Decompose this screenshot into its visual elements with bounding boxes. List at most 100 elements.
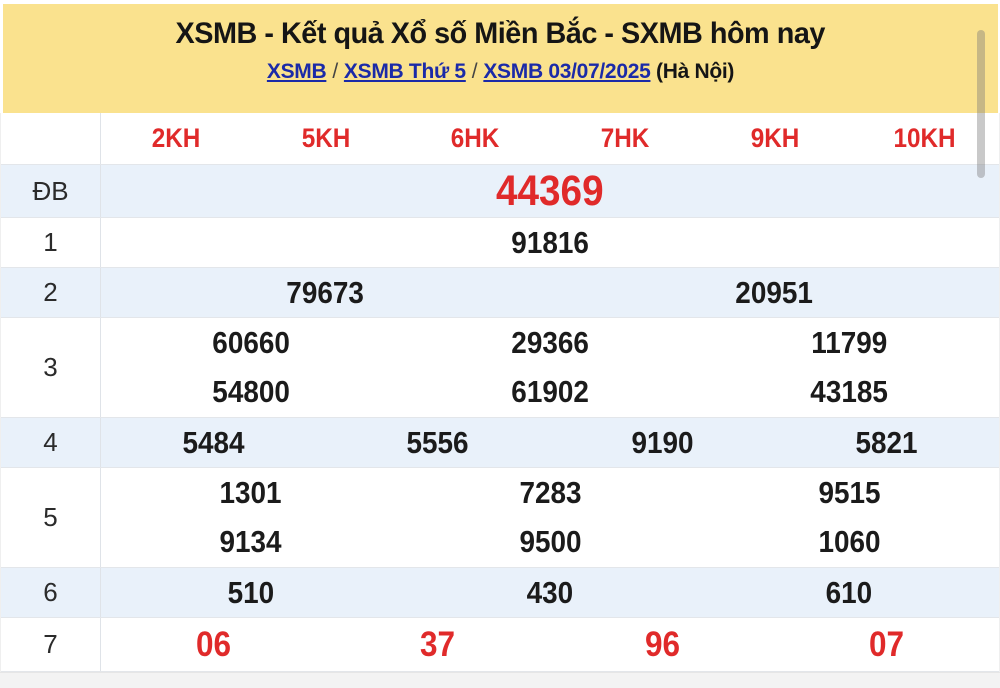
prize-row-6: 6 510 430 610 <box>1 568 999 618</box>
prize-value: 44369 <box>101 165 999 217</box>
column-header-6hk: 6HK <box>400 113 550 164</box>
prize-values: 06 37 96 07 <box>101 618 999 671</box>
prize-value: 9500 <box>400 518 699 568</box>
row-label-5: 5 <box>1 468 101 567</box>
prize-value: 430 <box>400 568 699 617</box>
prize-value: 5821 <box>775 418 1000 467</box>
column-header-10kh: 10KH <box>849 113 999 164</box>
row-label-6: 6 <box>1 568 101 617</box>
prize-value-text: 37 <box>420 624 456 664</box>
breadcrumb-link-xsmb-thu5[interactable]: XSMB Thứ 5 <box>343 60 466 83</box>
prize-line: 510 430 610 <box>101 568 999 617</box>
prize-value: 43185 <box>700 368 999 418</box>
prize-value-text: 20951 <box>735 274 814 310</box>
table-header-row: 2KH 5KH 6HK 7HK 9KH 10KH <box>1 113 999 165</box>
breadcrumb-separator: / <box>332 60 338 83</box>
prize-row-5: 5 1301 7283 9515 9134 9500 1060 <box>1 468 999 568</box>
column-header-7hk: 7HK <box>550 113 700 164</box>
row-label-text: 6 <box>43 577 58 607</box>
prize-row-4: 4 5484 5556 9190 5821 <box>1 418 999 468</box>
prize-value: 11799 <box>700 318 999 368</box>
prize-value-text: 1301 <box>219 474 282 510</box>
column-header-7hk-text: 7HK <box>600 123 650 153</box>
prize-value-text: 44369 <box>496 166 604 215</box>
page-bottom-strip <box>0 672 1000 688</box>
table-header-corner-cell <box>1 113 101 164</box>
prize-values: 60660 29366 11799 54800 61902 43185 <box>101 318 999 417</box>
prize-line: 44369 <box>101 165 999 217</box>
prize-value-text: 91816 <box>511 224 589 260</box>
prize-values: 44369 <box>101 165 999 217</box>
prize-line: 79673 20951 <box>101 268 999 317</box>
prize-line: 91816 <box>101 218 999 267</box>
prize-value: 07 <box>775 618 1000 671</box>
prize-values: 91816 <box>101 218 999 267</box>
prize-value: 06 <box>101 618 326 671</box>
prize-value-text: 5821 <box>855 424 918 460</box>
page-header-banner: XSMB - Kết quả Xổ số Miền Bắc - SXMB hôm… <box>3 4 998 113</box>
prize-value-text: 9190 <box>631 424 694 460</box>
prize-value: 9190 <box>550 418 775 467</box>
page-title-text: XSMB - Kết quả Xổ số Miền Bắc - SXMB hôm… <box>175 17 826 50</box>
prize-line: 54800 61902 43185 <box>101 368 999 418</box>
row-label-text: 4 <box>43 427 58 457</box>
prize-value: 1060 <box>700 518 999 568</box>
prize-value-text: 9134 <box>219 524 282 560</box>
prize-value-text: 29366 <box>511 324 589 360</box>
vertical-scrollbar-thumb[interactable] <box>977 30 985 178</box>
prize-value-text: 510 <box>227 574 274 610</box>
breadcrumb: XSMB / XSMB Thứ 5/XSMB 03/07/2025 (Hà Nội) <box>3 60 998 84</box>
prize-value-text: 9515 <box>818 474 881 510</box>
prize-value: 7283 <box>400 468 699 518</box>
prize-values: 510 430 610 <box>101 568 999 617</box>
prize-values: 5484 5556 9190 5821 <box>101 418 999 467</box>
prize-value-text: 06 <box>195 624 231 664</box>
prize-value-text: 79673 <box>286 274 365 310</box>
breadcrumb-separator: / <box>471 60 478 83</box>
prize-value: 61902 <box>400 368 699 418</box>
prize-value: 60660 <box>101 318 400 368</box>
prize-value-text: 430 <box>526 574 574 610</box>
prize-row-3: 3 60660 29366 11799 54800 61902 43185 <box>1 318 999 418</box>
prize-value: 610 <box>700 568 999 617</box>
prize-value-text: 60660 <box>211 324 290 360</box>
prize-value: 96 <box>550 618 775 671</box>
prize-row-7: 7 06 37 96 07 <box>1 618 999 672</box>
prize-value-text: 5484 <box>182 424 245 460</box>
prize-row-2: 2 79673 20951 <box>1 268 999 318</box>
prize-value: 54800 <box>101 368 400 418</box>
prize-row-đb: ĐB 44369 <box>1 165 999 218</box>
breadcrumb-link-xsmb-date[interactable]: XSMB 03/07/2025 <box>483 60 651 83</box>
row-label-text: 1 <box>43 227 58 257</box>
column-header-5kh-text: 5KH <box>301 123 350 153</box>
prize-value: 91816 <box>101 218 999 267</box>
prize-value-text: 61902 <box>511 374 589 410</box>
row-label-1: 1 <box>1 218 101 267</box>
prize-value-text: 07 <box>869 624 905 664</box>
row-label-text: 3 <box>43 352 58 382</box>
prize-value: 37 <box>326 618 551 671</box>
breadcrumb-link-xsmb[interactable]: XSMB <box>266 60 327 83</box>
prize-value-text: 54800 <box>211 374 290 410</box>
row-label-đb: ĐB <box>1 165 101 217</box>
prize-value-text: 11799 <box>811 324 888 360</box>
prize-values: 1301 7283 9515 9134 9500 1060 <box>101 468 999 567</box>
column-header-5kh: 5KH <box>251 113 401 164</box>
row-label-7: 7 <box>1 618 101 671</box>
column-header-2kh: 2KH <box>101 113 251 164</box>
prize-value-text: 43185 <box>810 374 889 410</box>
row-label-3: 3 <box>1 318 101 417</box>
row-label-2: 2 <box>1 268 101 317</box>
prize-value-text: 9500 <box>518 524 582 560</box>
column-header-9kh: 9KH <box>700 113 850 164</box>
prize-line: 5484 5556 9190 5821 <box>101 418 999 467</box>
table-header-values: 2KH 5KH 6HK 7HK 9KH 10KH <box>101 113 999 164</box>
prize-line: 9134 9500 1060 <box>101 518 999 568</box>
prize-value: 9515 <box>700 468 999 518</box>
breadcrumb-location: (Hà Nội) <box>656 60 735 83</box>
prize-value-text: 610 <box>826 574 873 610</box>
prize-value: 5556 <box>326 418 551 467</box>
column-header-10kh-text: 10KH <box>893 123 956 153</box>
prize-line: 06 37 96 07 <box>101 618 999 671</box>
